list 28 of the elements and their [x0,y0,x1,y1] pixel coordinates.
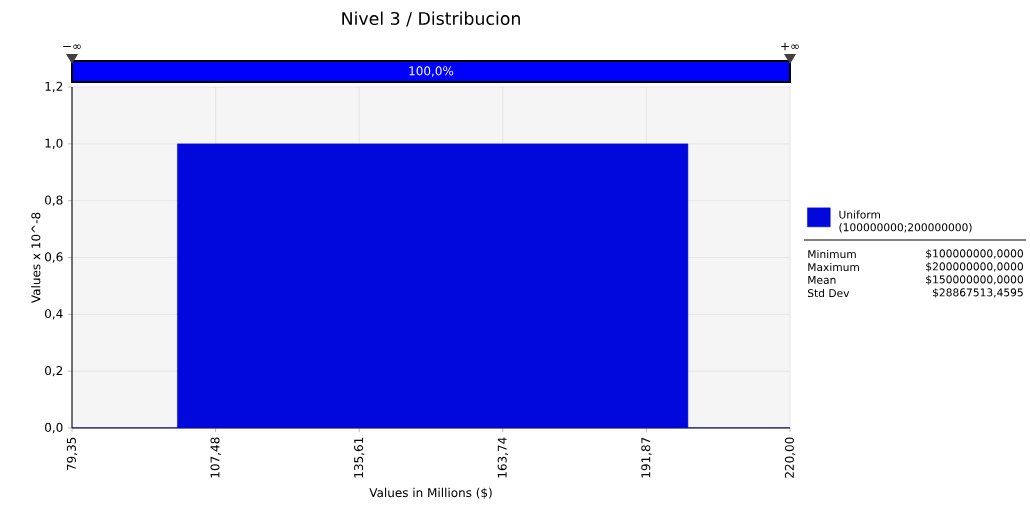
text: $100000000,0000 [926,249,1024,259]
legend-label: Uniform (100000000;200000000) [839,210,972,233]
y-tick-label: 1,0 [45,138,63,149]
text: −∞ [63,44,81,49]
text: Mean [808,276,836,284]
y-tick-label: 0,0 [45,422,63,434]
text: $200000000,0000 [926,262,1024,272]
text: $28867513,4595 [933,288,1023,298]
x-tick-label: 163,74 [497,437,508,478]
x-axis-title: Values in Millions ($) [369,487,492,499]
y-tick-label: 0,6 [45,252,63,263]
text: Minimum [808,249,856,259]
x-tick-label: 191,87 [641,437,652,478]
x-tick-label: 135,61 [354,437,365,478]
chart-title: Nivel 3 / Distribucion [342,11,520,27]
y-axis-title: Values x 10^-8 [31,212,41,304]
y-tick-label: 0,4 [45,309,63,320]
y-tick-label: 0,8 [45,195,63,206]
text: $150000000,0000 [926,275,1024,285]
x-tick-label: 107,48 [210,437,221,478]
text: 100,0% [409,66,454,77]
x-tick-label: 79,35 [66,437,78,471]
text: +∞ [781,42,799,51]
text: Maximum [808,262,859,272]
x-tick-label: 220,00 [784,437,796,478]
y-tick-label: 1,2 [45,81,63,93]
text: Std Dev [807,288,850,298]
y-tick-label: 0,2 [45,366,63,377]
